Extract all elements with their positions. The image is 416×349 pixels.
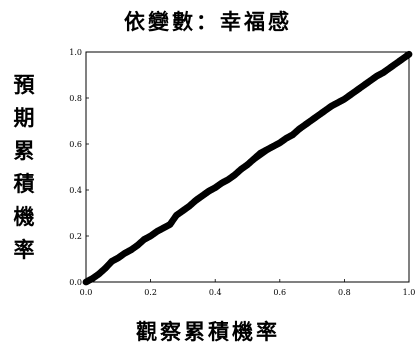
x-tick-label: 0.2 [144, 288, 157, 297]
plot-frame [85, 51, 410, 283]
x-tick-label: 1.0 [403, 288, 416, 297]
y-tick-label: 0.2 [69, 232, 82, 241]
y-tick-label: 0.0 [69, 278, 82, 287]
x-tick-label: 0.4 [209, 288, 222, 297]
y-tick-label: 1.0 [69, 48, 82, 57]
y-axis-label: 預期累積機率 [13, 72, 35, 262]
y-tick-label: 0.8 [69, 94, 82, 103]
chart-title: 依變數：幸福感 [124, 9, 292, 34]
data-point [405, 50, 413, 58]
x-axis-label: 觀察累積機率 [136, 319, 280, 344]
x-tick-label: 0.0 [80, 288, 93, 297]
x-tick-label: 0.6 [273, 288, 286, 297]
y-tick-label: 0.4 [69, 186, 82, 195]
y-tick-label: 0.6 [69, 140, 82, 149]
x-tick-label: 0.8 [338, 288, 351, 297]
